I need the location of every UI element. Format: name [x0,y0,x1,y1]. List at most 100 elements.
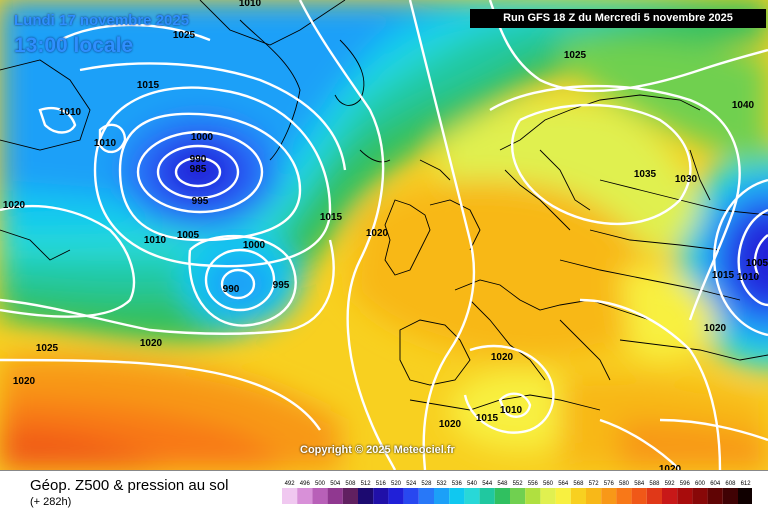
pressure-label: 1020 [3,200,26,211]
pressure-label: 1020 [704,323,727,334]
pressure-label: 1005 [746,258,768,269]
pressure-label: 1020 [491,352,514,363]
pressure-label: 1015 [320,212,343,223]
pressure-label-layer: 1010 1025 1015 1010 1010 1000 990 985 99… [3,0,768,470]
pressure-label: 1025 [564,50,587,61]
pressure-label: 1015 [137,80,160,91]
legend-tick-label: 520 [391,481,402,487]
legend-swatch [434,488,450,504]
pressure-label: 1020 [366,228,389,239]
legend-swatch [373,488,389,504]
legend-tick-label: 516 [376,481,387,487]
legend-tick-label: 600 [695,481,706,487]
pressure-label: 995 [273,280,290,291]
copyright-notice: Copyright © 2025 Meteociel.fr [300,444,455,456]
legend-swatch [449,488,465,504]
forecast-date: Lundi 17 novembre 2025 [14,12,190,29]
pressure-label: 1030 [675,174,698,185]
pressure-label: 1025 [36,343,59,354]
legend-tick-label: 556 [528,481,539,487]
forecast-hour: (+ 282h) [30,496,72,508]
legend-swatch [738,488,752,504]
pressure-label: 1010 [94,138,117,149]
pressure-label: 1005 [177,230,200,241]
pressure-label: 1015 [476,413,499,424]
legend-swatch [601,488,617,504]
legend-swatch [282,488,298,504]
legend-tick-label: 612 [741,481,752,487]
legend-tick-label: 508 [345,481,356,487]
legend-swatch [540,488,556,504]
pressure-label: 1040 [732,100,755,111]
pressure-label: 1010 [737,272,760,283]
pressure-label: 1010 [59,107,82,118]
legend-swatch [358,488,374,504]
legend-swatch [570,488,586,504]
legend-tick-label: 584 [634,481,645,487]
pressure-label: 985 [190,164,207,175]
legend-tick-label: 540 [467,481,478,487]
legend-tick-label: 608 [725,481,736,487]
forecast-time: 13:00 locale [14,34,134,57]
weather-map: 1010 1025 1015 1010 1010 1000 990 985 99… [0,0,768,470]
legend-tick-label: 588 [649,481,660,487]
legend-tick-label: 560 [543,481,554,487]
legend-swatch [510,488,526,504]
legend-tick-label: 596 [680,481,691,487]
legend-swatch [525,488,541,504]
pressure-label: 1020 [439,419,462,430]
pressure-label: 990 [223,284,240,295]
pressure-label: 1025 [173,30,196,41]
legend-swatch [418,488,434,504]
legend-tick-label: 504 [330,481,341,487]
legend-tick-label: 532 [437,481,448,487]
legend-tick-label: 548 [497,481,508,487]
color-scale-legend: 492 496 500 504 508 512 516 520 524 528 532 536 540 5… [282,481,752,504]
pressure-label: 1010 [239,0,262,9]
legend-swatch [403,488,419,504]
color-fill-layer: 1010 1025 1015 1010 1010 1000 990 985 99… [0,0,768,470]
pressure-label: 1010 [144,235,167,246]
map-footer: Géop. Z500 & pression au sol (+ 282h) 49… [0,470,768,513]
legend-tick-label: 580 [619,481,630,487]
legend-tick-label: 492 [285,481,296,487]
legend-swatch [342,488,358,504]
legend-tick-label: 524 [406,481,417,487]
legend-swatch [464,488,480,504]
pressure-label: 1010 [500,405,523,416]
map-title: Géop. Z500 & pression au sol [30,477,229,494]
legend-tick-label: 536 [452,481,463,487]
legend-swatch [555,488,571,504]
legend-tick-label: 500 [315,481,326,487]
pressure-label: 1015 [712,270,735,281]
run-info-banner: Run GFS 18 Z du Mercredi 5 novembre 2025 [470,9,766,28]
legend-swatch [494,488,510,504]
pressure-label: 1020 [659,464,682,470]
pressure-label: 1000 [243,240,266,251]
legend-tick-label: 528 [421,481,432,487]
legend-tick-label: 496 [300,481,311,487]
legend-swatch [692,488,708,504]
pressure-label: 995 [192,196,209,207]
legend-swatch [586,488,602,504]
legend-swatch [646,488,662,504]
legend-swatch [479,488,495,504]
legend-tick-label: 572 [589,481,600,487]
legend-swatch [388,488,404,504]
legend-tick-label: 564 [558,481,569,487]
legend-tick-label: 512 [361,481,372,487]
pressure-label: 1035 [634,169,657,180]
legend-swatch [616,488,632,504]
legend-tick-label: 592 [665,481,676,487]
pressure-label: 1020 [140,338,163,349]
legend-swatch [707,488,723,504]
legend-swatch [327,488,343,504]
legend-swatch [722,488,738,504]
legend-tick-label: 604 [710,481,721,487]
legend-tick-label: 576 [604,481,615,487]
pressure-label: 990 [190,154,207,165]
legend-swatch [662,488,678,504]
pressure-label: 1000 [191,132,214,143]
legend-swatch [631,488,647,504]
isobar-layer [0,0,768,470]
